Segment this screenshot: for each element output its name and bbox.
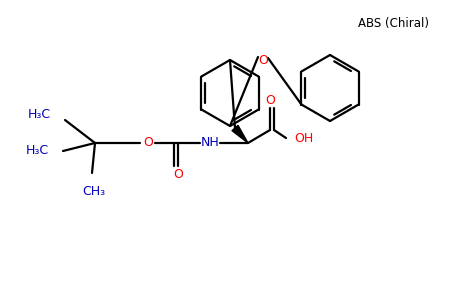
- Text: H₃C: H₃C: [26, 145, 49, 158]
- Text: NH: NH: [201, 136, 219, 149]
- Text: O: O: [265, 94, 275, 106]
- Text: ABS (Chiral): ABS (Chiral): [358, 16, 429, 29]
- Text: O: O: [143, 136, 153, 149]
- Text: O: O: [258, 54, 268, 66]
- Text: OH: OH: [294, 132, 313, 145]
- Polygon shape: [232, 125, 248, 143]
- Text: CH₃: CH₃: [82, 185, 106, 198]
- Text: O: O: [173, 168, 183, 181]
- Text: H₃C: H₃C: [28, 108, 51, 122]
